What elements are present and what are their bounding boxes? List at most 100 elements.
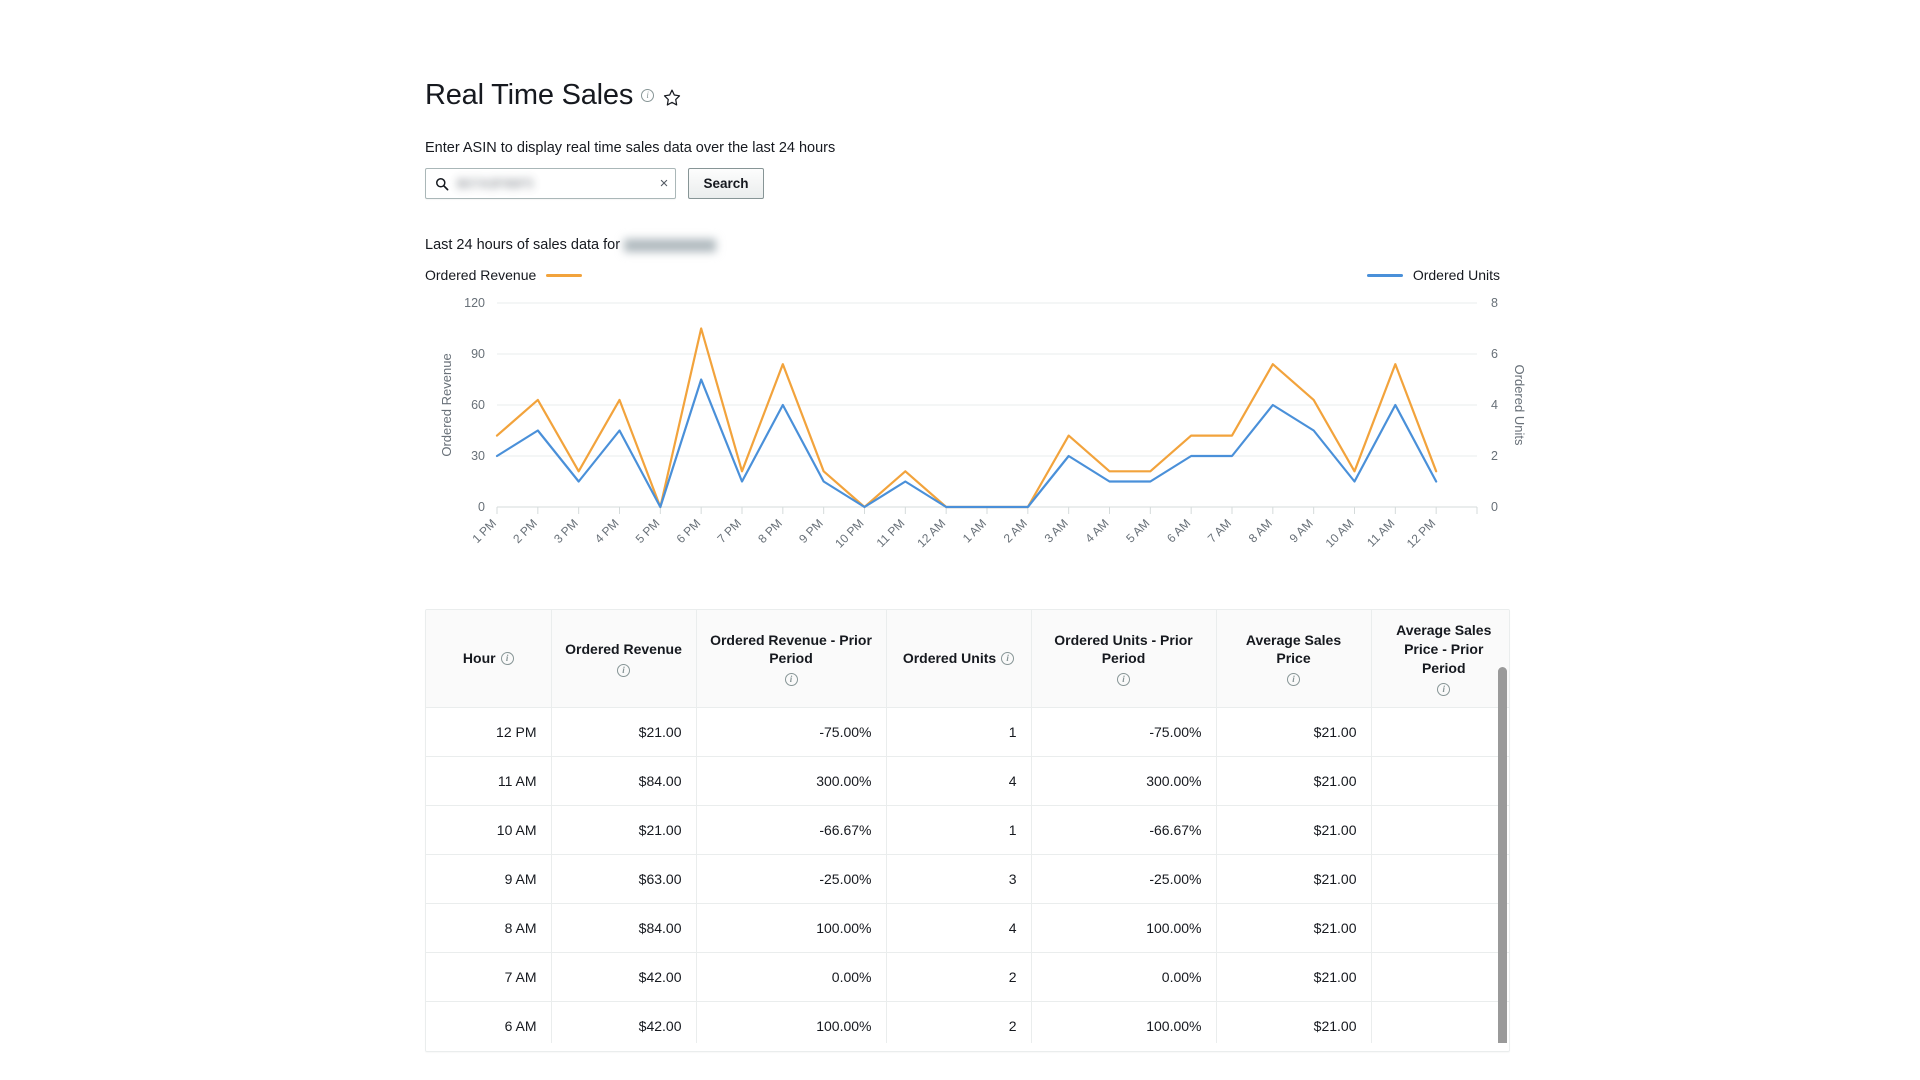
- info-icon[interactable]: i: [500, 651, 514, 665]
- x-axis-tick-label: 6 AM: [1164, 516, 1193, 545]
- table-cell-revenue: $21.00: [551, 805, 697, 855]
- clear-search-icon[interactable]: ×: [659, 175, 669, 193]
- page-subtitle: Enter ASIN to display real time sales da…: [425, 139, 836, 156]
- y2-axis-title: Ordered Units: [1512, 365, 1527, 446]
- info-icon[interactable]: i: [641, 88, 655, 102]
- table-cell-asp: $21.00: [1216, 756, 1372, 806]
- table-header-cell[interactable]: Hour i: [426, 610, 552, 708]
- table-row[interactable]: 10 AM $21.00 -66.67% 1 -66.67% $21.00: [426, 805, 1509, 855]
- table-cell-revenue: $63.00: [551, 854, 697, 904]
- table-cell-hour: 11 AM: [426, 756, 552, 806]
- search-icon: [435, 177, 449, 191]
- table-header-cell[interactable]: Ordered Revenue i: [551, 610, 697, 708]
- info-icon[interactable]: i: [617, 663, 630, 677]
- table-cell-asp-prior: [1371, 903, 1509, 953]
- table-cell-revenue-prior: 0.00%: [696, 952, 887, 1002]
- data-range-text: Last 24 hours of sales data for: [425, 237, 621, 254]
- table-cell-revenue: $42.00: [551, 952, 697, 1002]
- x-axis-tick-label: 8 PM: [755, 516, 785, 546]
- y2-axis-tick-label: 2: [1491, 449, 1498, 463]
- table-cell-units: 3: [886, 854, 1032, 904]
- table-row[interactable]: 12 PM $21.00 -75.00% 1 -75.00% $21.00: [426, 707, 1509, 757]
- table-cell-asp-prior: [1371, 854, 1509, 904]
- search-button[interactable]: Search: [688, 168, 764, 200]
- legend-item-ordered-units[interactable]: Ordered Units: [1366, 267, 1500, 283]
- info-icon[interactable]: i: [1001, 651, 1015, 665]
- legend-item-ordered-revenue[interactable]: Ordered Revenue: [425, 267, 583, 283]
- x-axis-tick-label: 4 AM: [1082, 516, 1111, 545]
- table-row[interactable]: 9 AM $63.00 -25.00% 3 -25.00% $21.00: [426, 854, 1509, 904]
- search-row: B07A3F86F5 × Search: [425, 168, 1535, 200]
- search-input[interactable]: B07A3F86F5 ×: [425, 168, 676, 200]
- chart-legend: Ordered Revenue Ordered Units: [425, 267, 1510, 283]
- table-cell-revenue: $84.00: [551, 903, 697, 953]
- info-icon[interactable]: i: [1437, 682, 1451, 696]
- table-header-label: Average Sales Price - Prior Period: [1396, 622, 1492, 676]
- table-cell-hour: 7 AM: [426, 952, 552, 1002]
- table-header-cell[interactable]: Average Sales Price i: [1216, 610, 1372, 708]
- table-cell-asp: $21.00: [1216, 1001, 1372, 1051]
- table-cell-units: 4: [886, 903, 1032, 953]
- table-header-cell[interactable]: Ordered Revenue - Prior Period i: [696, 610, 887, 708]
- table-cell-units-prior: 100.00%: [1031, 903, 1217, 953]
- table-cell-units-prior: -25.00%: [1031, 854, 1217, 904]
- table-header-label: Average Sales Price: [1245, 631, 1342, 667]
- table-head: Hour i Ordered Revenue i Ordered Revenue - P…: [426, 610, 1509, 708]
- info-icon[interactable]: i: [1287, 673, 1300, 687]
- table-header-label: Ordered Units: [902, 649, 997, 666]
- table-cell-units-prior: -75.00%: [1031, 707, 1217, 757]
- table-row[interactable]: 7 AM $42.00 0.00% 2 0.00% $21.00: [426, 952, 1509, 1002]
- table-cell-asp: $21.00: [1216, 854, 1372, 904]
- chart-canvas: 0 30 60 90 120 0 2 4 6 8 Ordered Revenue Ordered Un…: [439, 296, 1527, 551]
- table-cell-hour: 12 PM: [426, 707, 552, 757]
- info-icon[interactable]: i: [1117, 673, 1130, 687]
- y-axis-tick-label: 0: [478, 500, 485, 514]
- y2-axis-tick-label: 4: [1491, 398, 1498, 412]
- redacted-asin: [624, 238, 717, 252]
- table-cell-revenue-prior: 100.00%: [696, 903, 887, 953]
- table-cell-asp: $21.00: [1216, 805, 1372, 855]
- x-axis-tick-label: 11 PM: [874, 516, 908, 550]
- table-cell-asp: $21.00: [1216, 707, 1372, 757]
- table-header-label: Ordered Units - Prior Period: [1054, 631, 1193, 667]
- x-axis-tick-label: 11 AM: [1364, 516, 1397, 549]
- sales-chart: Ordered Revenue Ordered Units 0 30 60 90 120…: [425, 267, 1535, 595]
- table-row[interactable]: 6 AM $42.00 100.00% 2 100.00% $21.00: [426, 1001, 1509, 1051]
- table-cell-asp-prior: [1371, 952, 1509, 1002]
- table-header-cell[interactable]: Average Sales Price - Prior Period i: [1371, 610, 1509, 708]
- table-header-label: Ordered Revenue: [565, 640, 682, 657]
- y-axis-tick-label: 120: [464, 296, 485, 310]
- y2-axis-tick-label: 6: [1491, 347, 1498, 361]
- table-header-cell[interactable]: Ordered Units i: [886, 610, 1032, 708]
- table-scrollbar-thumb[interactable]: [1498, 667, 1507, 1049]
- table-cell-hour: 6 AM: [426, 1001, 552, 1051]
- table-cell-hour: 10 AM: [426, 805, 552, 855]
- y-axis-tick-label: 90: [471, 347, 485, 361]
- info-icon[interactable]: i: [784, 673, 798, 687]
- chart-line-ordered-units: [495, 378, 1438, 509]
- table-row[interactable]: 11 AM $84.00 300.00% 4 300.00% $21.00: [426, 756, 1509, 806]
- table-header-row: Hour i Ordered Revenue i Ordered Revenue - P…: [426, 610, 1509, 708]
- table-cell-units-prior: -66.67%: [1031, 805, 1217, 855]
- x-axis-tick-label: 3 AM: [1042, 516, 1071, 545]
- table-header-cell[interactable]: Ordered Units - Prior Period i: [1031, 610, 1217, 708]
- table-cell-hour: 9 AM: [426, 854, 552, 904]
- table-row[interactable]: 8 AM $84.00 100.00% 4 100.00% $21.00: [426, 903, 1509, 953]
- x-axis-tick-label: 6 PM: [674, 516, 704, 546]
- table-body: 12 PM $21.00 -75.00% 1 -75.00% $21.00 11 AM $84…: [426, 707, 1509, 1051]
- x-axis-tick-label: 8 AM: [1246, 516, 1275, 545]
- table-cell-revenue-prior: -75.00%: [696, 707, 887, 757]
- table-cell-asp: $21.00: [1216, 952, 1372, 1002]
- table-cell-units: 1: [886, 805, 1032, 855]
- table-cell-units: 2: [886, 952, 1032, 1002]
- table-cell-units: 2: [886, 1001, 1032, 1051]
- table-cell-units-prior: 0.00%: [1031, 952, 1217, 1002]
- sales-table: Hour i Ordered Revenue i Ordered Revenue - P…: [426, 610, 1509, 1051]
- table-cell-revenue: $84.00: [551, 756, 697, 806]
- x-axis-tick-label: 5 AM: [1123, 516, 1152, 545]
- table-scrollbar[interactable]: [1498, 667, 1507, 1049]
- table-cell-revenue-prior: 100.00%: [696, 1001, 887, 1051]
- star-icon[interactable]: [662, 88, 682, 108]
- x-axis-tick-label: 3 PM: [551, 516, 581, 546]
- table-cell-units: 4: [886, 756, 1032, 806]
